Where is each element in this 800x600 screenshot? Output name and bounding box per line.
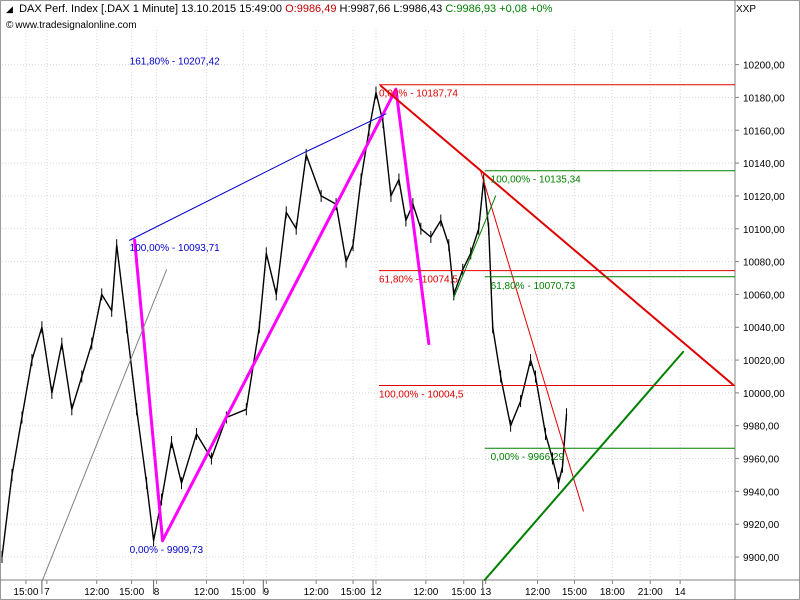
- x-tick-label: 13: [480, 587, 492, 598]
- x-tick-label: 12:00: [84, 587, 109, 598]
- x-tick-label: 9: [263, 587, 269, 598]
- timestamp: 13.10.2015 15:49:00: [181, 3, 283, 15]
- trend-line: [483, 350, 685, 581]
- scale-label: XXP: [735, 4, 756, 15]
- y-tick-label: 10000,00: [743, 389, 785, 400]
- fib-level-label: 0,00% - 9966,29: [491, 452, 565, 463]
- trend-line: [129, 151, 307, 241]
- low-value: L:9986,43: [393, 3, 443, 15]
- x-tick-label: 15:00: [119, 587, 144, 598]
- fib-level-label: 61,80% - 10070,73: [491, 281, 576, 292]
- fib-level-label: 161,80% - 10207,42: [130, 56, 221, 67]
- x-tick-label: 12:00: [304, 587, 329, 598]
- x-tick-label: 15:00: [341, 587, 366, 598]
- x-tick-label: 7: [44, 587, 50, 598]
- y-tick-label: 9920,00: [743, 520, 780, 531]
- x-tick-label: 12: [370, 587, 382, 598]
- y-tick-label: 10080,00: [743, 258, 785, 269]
- x-tick-label: 15:00: [13, 587, 38, 598]
- change-percent: +0%: [530, 3, 553, 15]
- trend-line: [480, 170, 584, 512]
- fib-level-label: 0,00% - 10187,74: [379, 89, 458, 100]
- copyright-icon: ©: [6, 20, 14, 31]
- y-tick-label: 10120,00: [743, 192, 785, 203]
- x-tick-label: 14: [675, 587, 687, 598]
- y-tick-label: 9960,00: [743, 455, 780, 466]
- y-tick-label: 9940,00: [743, 487, 780, 498]
- x-tick-label: 15:00: [451, 587, 476, 598]
- website-label[interactable]: © www.tradesignalonline.com: [6, 20, 137, 31]
- website-text: www.tradesignalonline.com: [15, 20, 137, 31]
- trend-line: [379, 84, 735, 386]
- y-tick-label: 10060,00: [743, 290, 785, 301]
- close-value: C:9986,93: [445, 3, 497, 15]
- symbol-name: DAX Perf. Index [.DAX: [19, 3, 130, 15]
- y-tick-label: 9900,00: [743, 553, 780, 564]
- fib-level-label: 100,00% - 10004,5: [379, 390, 464, 401]
- trend-line: [453, 195, 497, 299]
- x-tick-label: 15:00: [562, 587, 587, 598]
- trend-line: [133, 238, 165, 543]
- fib-level-label: 100,00% - 10135,34: [491, 175, 582, 186]
- trend-line: [394, 87, 431, 346]
- collapse-arrow-icon[interactable]: ◢: [6, 4, 13, 14]
- open-value: O:9986,49: [285, 3, 337, 15]
- x-tick-label: 18:00: [600, 587, 625, 598]
- y-tick-label: 10200,00: [743, 61, 785, 72]
- chart-header: ◢ DAX Perf. Index [.DAX 1 Minute] 13.10.…: [6, 3, 552, 15]
- trend-line: [41, 269, 168, 583]
- x-tick-label: 8: [154, 587, 160, 598]
- trend-line: [161, 87, 398, 543]
- high-value: H:9987,66: [339, 3, 391, 15]
- y-tick-label: 10020,00: [743, 356, 785, 367]
- y-tick-label: 10100,00: [743, 225, 785, 236]
- fib-level-label: 0,00% - 9909,73: [130, 545, 204, 556]
- y-tick-label: 10180,00: [743, 93, 785, 104]
- y-tick-label: 9980,00: [743, 422, 780, 433]
- change-value: +0,08: [499, 3, 528, 15]
- y-tick-label: 10040,00: [743, 323, 785, 334]
- x-tick-label: 21:00: [638, 587, 663, 598]
- x-tick-label: 15:00: [231, 587, 256, 598]
- fib-level-label: 100,00% - 10093,71: [130, 243, 221, 254]
- y-tick-label: 10140,00: [743, 159, 785, 170]
- interval-label: 1 Minute]: [132, 3, 179, 15]
- y-tick-label: 10160,00: [743, 126, 785, 137]
- x-tick-label: 12:00: [525, 587, 550, 598]
- x-tick-label: 12:00: [194, 587, 219, 598]
- fib-level-label: 61,80% - 10074,5: [379, 275, 458, 286]
- x-tick-label: 12:00: [413, 587, 438, 598]
- trend-line: [305, 113, 387, 153]
